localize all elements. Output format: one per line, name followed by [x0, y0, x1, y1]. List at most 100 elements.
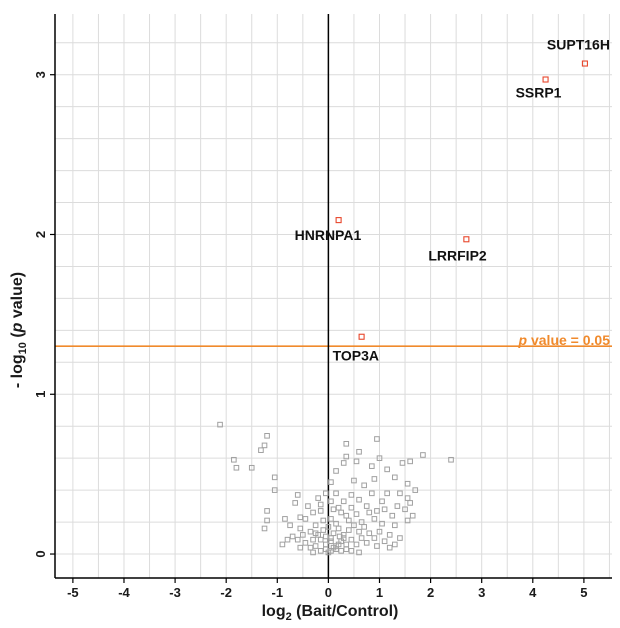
significant-point	[542, 76, 549, 83]
data-point	[404, 517, 411, 524]
data-point	[305, 503, 311, 509]
data-point	[407, 500, 413, 506]
data-point	[335, 541, 342, 548]
data-point	[412, 487, 419, 493]
data-point	[448, 456, 454, 463]
data-point	[320, 517, 327, 524]
data-point	[404, 480, 411, 487]
data-point	[392, 522, 398, 529]
x-axis-title: log2 (Bait/Control)	[262, 603, 399, 623]
data-point	[307, 528, 314, 535]
data-point	[366, 530, 373, 537]
data-point	[231, 456, 237, 463]
data-point	[394, 503, 401, 509]
x-tick-label: -2	[220, 585, 232, 600]
significant-point	[358, 333, 365, 340]
x-tick-label: 5	[580, 585, 587, 600]
data-point	[312, 522, 319, 529]
data-point	[289, 533, 296, 540]
y-axis-title: - log10 (p value)	[9, 272, 29, 388]
data-point	[297, 544, 304, 551]
data-point	[317, 536, 324, 543]
data-point	[384, 466, 390, 473]
data-point	[356, 496, 362, 503]
data-point	[340, 535, 347, 541]
data-point	[248, 464, 255, 471]
data-point	[258, 447, 264, 453]
data-point	[356, 549, 362, 556]
y-tick-label: 1	[33, 391, 48, 398]
data-point	[333, 468, 339, 474]
data-point	[399, 460, 406, 466]
significant-point	[463, 236, 470, 243]
data-point	[328, 516, 334, 522]
data-point	[312, 543, 319, 549]
data-point	[358, 519, 365, 525]
significant-points	[335, 60, 588, 340]
data-point	[409, 512, 416, 519]
data-point	[317, 548, 324, 554]
data-point	[340, 460, 347, 466]
x-tick-label: -1	[272, 585, 284, 600]
data-point	[402, 506, 408, 513]
x-tick-label: 1	[376, 585, 383, 600]
data-point	[381, 506, 388, 513]
data-point	[279, 541, 286, 548]
data-point	[348, 548, 355, 554]
data-point	[271, 487, 278, 493]
data-point	[343, 546, 350, 553]
data-point	[233, 464, 240, 471]
data-point	[363, 503, 370, 509]
data-point	[336, 533, 343, 540]
significant-point	[581, 60, 588, 67]
data-point	[310, 549, 316, 556]
data-point	[294, 536, 301, 543]
data-point	[356, 528, 362, 535]
data-point	[302, 516, 309, 522]
data-point	[325, 549, 332, 556]
data-point	[363, 540, 370, 546]
data-point	[335, 504, 342, 511]
data-point	[371, 476, 378, 482]
data-point	[330, 506, 337, 513]
data-point	[261, 442, 268, 449]
data-point	[297, 514, 304, 521]
gene-label: SUPT16H	[547, 37, 610, 53]
data-point	[292, 500, 298, 506]
data-point	[312, 530, 319, 537]
data-point	[317, 501, 324, 508]
data-point	[407, 458, 413, 465]
data-point	[294, 492, 301, 498]
data-point	[284, 536, 291, 543]
data-point	[333, 490, 339, 497]
x-tick-label: 4	[529, 585, 537, 600]
gene-label: LRRFIP2	[428, 247, 487, 263]
data-point	[351, 477, 357, 484]
gene-label: HNRNPA1	[295, 227, 362, 243]
data-point	[392, 474, 398, 481]
data-point	[217, 421, 223, 428]
gene-label: TOP3A	[333, 348, 379, 364]
data-point	[389, 512, 396, 519]
data-point	[384, 490, 390, 497]
data-point	[328, 535, 334, 541]
data-point	[356, 448, 362, 455]
data-point	[325, 524, 332, 530]
data-point	[323, 490, 329, 497]
data-point	[338, 548, 344, 554]
x-tick-label: 2	[427, 585, 434, 600]
data-point	[302, 540, 309, 546]
data-point	[397, 490, 403, 497]
data-point	[330, 544, 337, 551]
data-point	[264, 517, 270, 524]
data-point	[323, 533, 329, 540]
data-point	[310, 536, 316, 543]
data-point	[328, 479, 334, 485]
data-point	[287, 522, 293, 529]
data-point	[300, 532, 306, 538]
data-point	[369, 463, 375, 469]
data-point	[353, 511, 360, 517]
data-point	[343, 440, 350, 447]
data-point	[346, 527, 352, 533]
